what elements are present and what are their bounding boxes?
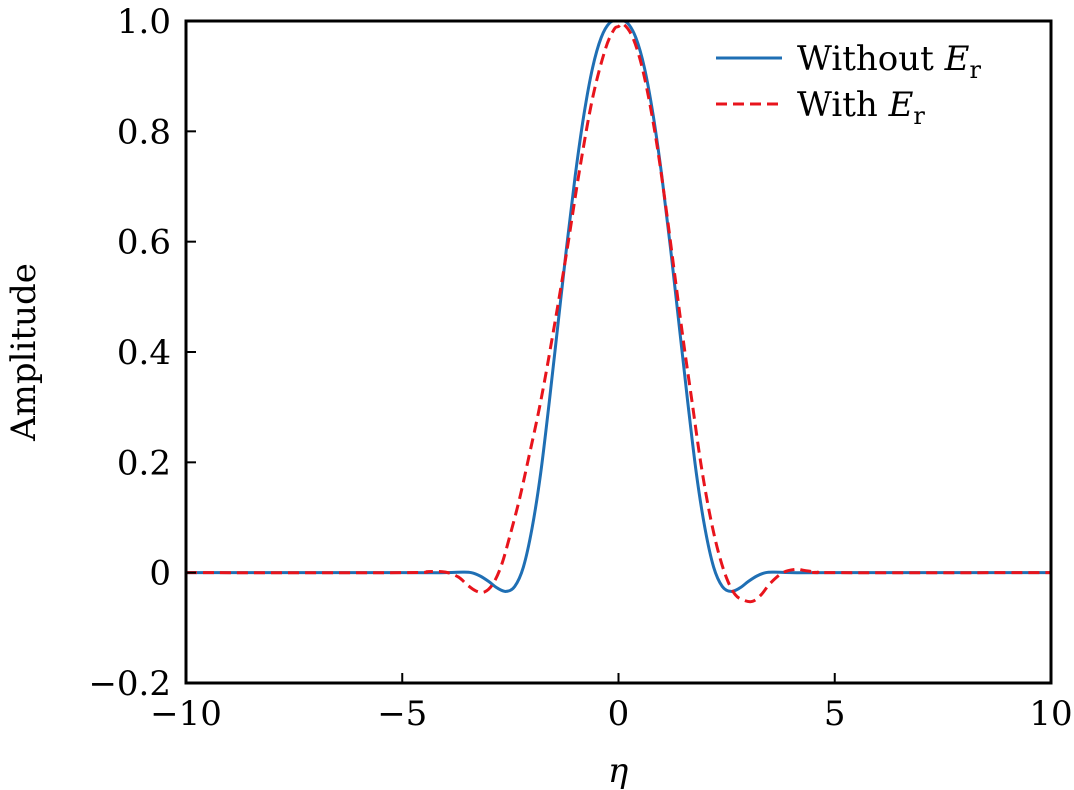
x-axis-title: η [608, 751, 629, 790]
series-line-2 [186, 21, 1051, 604]
y-tick-label: −0.2 [88, 664, 171, 704]
x-tick-label: 0 [608, 694, 630, 734]
legend-label-2: With Er [797, 85, 925, 130]
legend-label-1: Without Er [797, 39, 981, 84]
x-tick-label: −10 [150, 694, 222, 734]
x-tick-label: 5 [824, 694, 846, 734]
axes-layer: −10 −5 0 5 10 −0.2 0 0.2 0.4 0.6 0.8 1.0 [88, 2, 1072, 734]
y-tick-label: 0 [149, 554, 171, 594]
y-tick-label: 1.0 [117, 2, 171, 42]
y-axis-title: Amplitude [4, 263, 44, 442]
y-tick-label: 0.2 [117, 443, 171, 483]
y-tick-label: 0.6 [117, 223, 171, 263]
y-tick-label: 0.8 [117, 112, 171, 152]
y-tick-label: 0.4 [117, 333, 171, 373]
x-tick-label: −5 [377, 694, 427, 734]
series-layer [186, 21, 1051, 604]
series-line-1 [186, 21, 1051, 593]
x-tick-label: 10 [1029, 694, 1072, 734]
